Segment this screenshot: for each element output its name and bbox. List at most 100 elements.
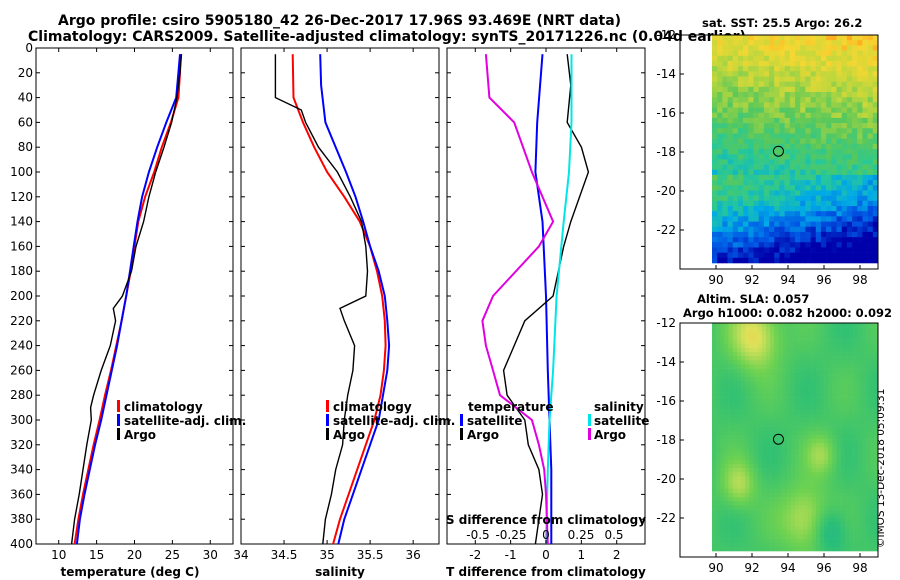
- sla-cell: [824, 480, 829, 485]
- sla-cell: [803, 463, 808, 469]
- sla-cell: [761, 439, 767, 444]
- sla-cell: [861, 352, 866, 357]
- sla-cell: [807, 372, 812, 378]
- sst-cell: [743, 169, 749, 176]
- sst-cell: [717, 102, 723, 108]
- sst-cell: [826, 138, 832, 145]
- sla-cell: [774, 347, 779, 353]
- sst-cell: [779, 92, 785, 98]
- sst-cell: [810, 66, 817, 72]
- sst-cell: [846, 55, 853, 62]
- sst-cell: [836, 71, 842, 77]
- sst-cell: [722, 211, 728, 217]
- sla-cell: [728, 530, 734, 535]
- sla-cell: [861, 513, 866, 519]
- sla-cell: [807, 389, 812, 394]
- sst-cell: [831, 40, 837, 46]
- sla-cell: [848, 542, 854, 548]
- sla-cell: [778, 327, 783, 332]
- sla-cell: [857, 434, 862, 440]
- sst-cell: [763, 180, 770, 186]
- sla-cell: [815, 434, 821, 440]
- sst-cell: [836, 206, 842, 212]
- sla-cell: [832, 434, 837, 440]
- sst-cell: [810, 112, 817, 119]
- sla-cell: [765, 405, 771, 411]
- sla-cell: [799, 372, 804, 378]
- sst-cell: [774, 216, 780, 222]
- sst-cell: [836, 169, 842, 176]
- sla-cell: [824, 521, 829, 527]
- sst-cell: [753, 102, 759, 108]
- sst-cell: [763, 237, 770, 243]
- sla-cell: [869, 497, 875, 502]
- sla-cell: [736, 331, 742, 336]
- sst-cell: [852, 81, 858, 88]
- sst-cell: [867, 211, 874, 217]
- sst-cell: [805, 40, 811, 46]
- sla-cell: [869, 476, 875, 481]
- sla-cell: [753, 323, 758, 328]
- sla-cell: [795, 360, 800, 365]
- sst-cell: [732, 231, 739, 238]
- sla-cell: [736, 480, 742, 485]
- s-tick-label: 0.25: [568, 528, 595, 542]
- sst-cell: [769, 221, 775, 228]
- sla-cell: [844, 538, 850, 544]
- sst-cell: [732, 92, 739, 98]
- sst-cell: [717, 71, 723, 77]
- sla-cell: [848, 410, 854, 415]
- sla-cell: [770, 534, 775, 539]
- sst-cell: [857, 226, 863, 233]
- sst-cell: [743, 180, 749, 186]
- sla-cell: [770, 521, 775, 527]
- sla-cell: [848, 434, 854, 440]
- sla-cell: [869, 459, 875, 465]
- sla-cell: [736, 476, 742, 481]
- sla-cell: [799, 521, 804, 527]
- sla-cell: [795, 339, 800, 345]
- sst-cell: [784, 169, 791, 176]
- sst-cell: [810, 102, 817, 108]
- sla-cell: [765, 372, 771, 378]
- sst-cell: [789, 257, 796, 264]
- sst-cell: [712, 117, 718, 124]
- sla-cell: [724, 405, 729, 411]
- sla-cell: [799, 492, 804, 498]
- sla-cell: [836, 521, 841, 527]
- sla-cell: [807, 422, 812, 427]
- legend-label-s-satellite: satellite: [594, 414, 649, 428]
- sla-cell: [824, 505, 829, 510]
- sla-cell: [765, 476, 771, 481]
- sst-cell: [867, 242, 874, 248]
- sla-cell: [803, 492, 808, 498]
- sst-cell: [737, 190, 744, 196]
- sla-cell: [803, 352, 808, 357]
- sla-cell: [840, 546, 846, 552]
- sst-cell: [732, 169, 739, 176]
- sla-cell: [778, 484, 783, 490]
- sla-cell: [819, 517, 825, 523]
- sst-cell: [815, 180, 822, 186]
- sla-cell: [745, 480, 750, 485]
- sla-cell: [757, 480, 763, 485]
- sla-cell: [770, 410, 775, 415]
- sst-cell: [831, 92, 837, 98]
- map-y-tick-label: -14: [656, 67, 676, 81]
- sst-cell: [743, 123, 749, 129]
- sla-cell: [753, 335, 758, 340]
- sst-cell: [867, 81, 874, 88]
- sla-cell: [803, 339, 808, 345]
- sla-cell: [795, 414, 800, 419]
- sst-cell: [857, 86, 863, 93]
- sst-cell: [779, 50, 785, 57]
- sla-cell: [720, 468, 725, 473]
- sla-cell: [745, 463, 750, 469]
- sla-cell: [861, 538, 866, 544]
- sla-cell: [795, 488, 800, 494]
- sla-cell: [757, 368, 763, 374]
- sst-cell: [774, 66, 780, 72]
- sla-cell: [732, 476, 738, 481]
- sla-cell: [774, 372, 779, 378]
